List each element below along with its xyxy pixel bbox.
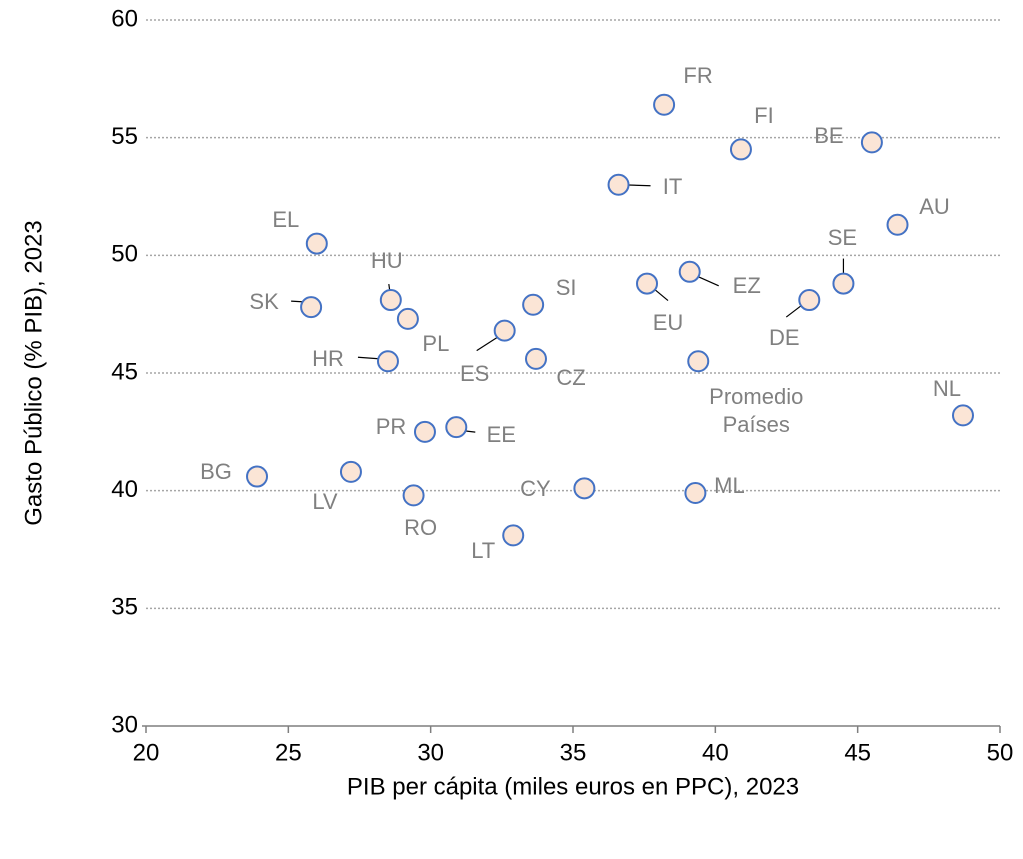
point xyxy=(729,138,752,161)
point xyxy=(860,131,883,154)
y-tick-label: 50 xyxy=(111,241,138,268)
point xyxy=(684,482,707,505)
point-label: BE xyxy=(814,123,844,149)
point xyxy=(300,296,323,319)
point xyxy=(493,319,516,342)
point-label: CZ xyxy=(556,364,586,390)
point-label: LV xyxy=(312,488,338,514)
point-label: ES xyxy=(459,360,490,386)
point xyxy=(305,232,328,255)
y-tick-label: 30 xyxy=(111,711,138,738)
y-tick-label: 45 xyxy=(111,358,138,385)
x-axis-label: PIB per cápita (miles euros en PPC), 202… xyxy=(347,773,799,800)
point xyxy=(413,420,436,443)
point xyxy=(246,465,269,488)
point-label: HR xyxy=(312,346,344,372)
point xyxy=(573,477,596,500)
point xyxy=(636,272,659,295)
point-label: BG xyxy=(200,458,232,484)
x-tick-label: 20 xyxy=(133,739,160,766)
point-label: Promedio Países xyxy=(709,384,804,438)
x-tick-label: 25 xyxy=(275,739,302,766)
point xyxy=(339,460,362,483)
point xyxy=(607,173,630,196)
point-label: NL xyxy=(932,376,962,402)
y-tick-label: 55 xyxy=(111,123,138,150)
point xyxy=(886,213,909,236)
point-label: IT xyxy=(662,173,683,199)
point xyxy=(376,350,399,373)
point-label: EE xyxy=(486,422,516,448)
y-axis-label: Gasto Público (% PIB), 2023 xyxy=(20,220,47,525)
point xyxy=(445,416,468,439)
point-label: LT xyxy=(471,538,496,564)
point-label: CY xyxy=(520,476,551,502)
point-label: ML xyxy=(714,473,745,499)
x-tick-label: 45 xyxy=(844,739,871,766)
y-tick-label: 35 xyxy=(111,594,138,621)
x-tick-label: 40 xyxy=(702,739,729,766)
point xyxy=(653,93,676,116)
point xyxy=(678,260,701,283)
point xyxy=(379,289,402,312)
x-tick-label: 30 xyxy=(417,739,444,766)
point-label: FI xyxy=(754,103,774,129)
point xyxy=(832,272,855,295)
point-label: SI xyxy=(555,274,577,300)
point-label: PL xyxy=(422,330,450,356)
point xyxy=(687,350,710,373)
point-label: SK xyxy=(249,289,279,315)
point-label: DE xyxy=(768,325,800,351)
point-label: SE xyxy=(827,224,858,250)
point-label: EZ xyxy=(732,272,761,298)
point xyxy=(396,307,419,330)
point-label: HU xyxy=(370,248,403,274)
point xyxy=(798,289,821,312)
point-label: AU xyxy=(919,193,950,219)
y-tick-label: 60 xyxy=(111,5,138,32)
x-tick-label: 50 xyxy=(987,739,1014,766)
point-label: FR xyxy=(683,62,713,88)
point xyxy=(951,404,974,427)
point xyxy=(524,347,547,370)
point xyxy=(522,293,545,316)
y-tick-label: 40 xyxy=(111,476,138,503)
x-tick-label: 35 xyxy=(560,739,587,766)
point-label: PR xyxy=(375,413,407,439)
point-label: RO xyxy=(404,515,438,541)
point xyxy=(502,524,525,547)
point-label: EL xyxy=(272,206,300,232)
point-label: EU xyxy=(652,309,684,335)
point xyxy=(402,484,425,507)
